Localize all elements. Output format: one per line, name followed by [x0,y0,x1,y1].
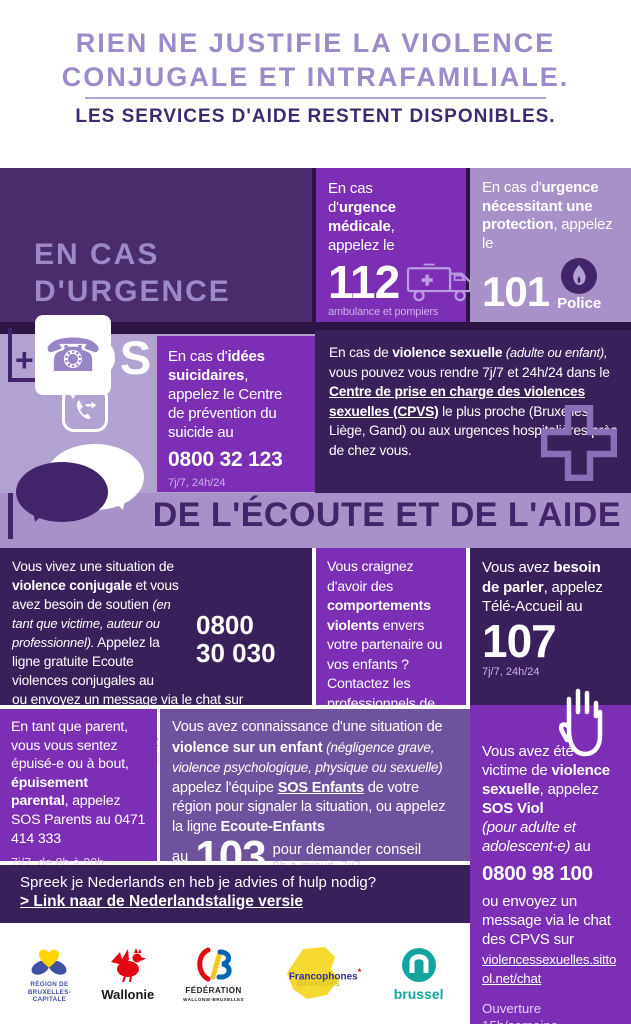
nederlands-question: Spreek je Nederlands en heb je advies of… [20,874,377,891]
tile-suicide: En cas d'idées suicidaires, appelez le C… [157,336,315,492]
tile-tele-accueil-text: Vous avez besoin de parler, appelez Télé… [482,559,603,615]
brussels-map-icon [286,946,339,999]
tile-sos-enfants: Vous avez connaissance d'une situation d… [160,709,470,879]
logo-region-bruxelles-capitale: RÉGION DE BRUXELLES- CAPITALE [26,943,72,1004]
logo-francophones-caption2: Bruxelles [296,977,340,989]
plus-icon: + [15,342,34,378]
tile-112-text: En cas d'urgence médicale, appelez le [328,180,396,254]
urgence-heading: EN CAS D'URGENCE [34,236,231,310]
tile-suicide-hours: 7j/7, 24h/24 [168,477,226,489]
number-sos-viol: 0800 98 100 [482,862,593,885]
heading-tick [8,493,13,539]
cpvs-link[interactable]: Centre de prise en charge des violences … [329,384,585,419]
section-urgence: EN CAS D'URGENCE En cas d'urgence médica… [0,168,631,399]
tile-tele-accueil-hours: 7j/7, 24h/24 [482,665,540,678]
subtitle: LES SERVICES D'AIDE RESTENT DISPONIBLES. [75,106,556,127]
bracket-line-horizontal [8,378,38,382]
tile-violence-conjugale: 0800 30 030 Vous vivez une situation de v… [0,548,312,766]
section-sos: + SOS En cas d'idées suicidaires, appele… [0,328,631,522]
speech-bubble-dark-icon [16,462,108,522]
tile-violence-sexuelle: En cas de violence sexuelle (adulte ou e… [315,330,631,493]
logo-federation-caption2: WALLONIE-BRUXELLES [183,996,244,1002]
police-logo: Police [557,258,601,312]
nederlands-bar: Spreek je Nederlands en heb je advies of… [0,865,470,923]
tile-praxis-text: Vous craignez d'avoir des comportements … [327,558,455,735]
logo-francophones-bruxelles: Bruxelles Francophones* [273,945,365,1003]
tile-112-caption: ambulance et pompiers [328,306,439,318]
phone-bubble: ☎ [35,315,111,399]
urgence-heading-line1: EN CAS [34,238,160,271]
number-103-prefix: au [172,849,189,865]
number-112: 112 [328,256,400,308]
hand-stop-icon [552,682,614,766]
tile-violence-sexuelle-text: En cas de violence sexuelle (adulte ou e… [329,345,618,458]
title-divider [85,97,546,99]
tile-sos-parents: En tant que parent, vous vous sentez épu… [0,709,157,870]
tile-sos-parents-text: En tant que parent, vous vous sentez épu… [11,719,146,847]
link-sos-enfants[interactable]: SOS Enfants [277,779,364,796]
medical-cross-icon [535,399,623,487]
police-flame-icon [561,258,598,294]
ecoute-heading: DE L'ÉCOUTE ET DE L'AIDE [152,496,621,534]
urgence-heading-line2: D'URGENCE [34,275,231,308]
number-ecoute-violences-conjugales: 0800 30 030 [196,610,276,668]
logo-federation-wallonie-bruxelles: FÉDÉRATION WALLONIE-BRUXELLES [183,946,244,1002]
tile-tele-accueil: Vous avez besoin de parler, appelez Télé… [470,548,631,705]
logo-brussel: brussel [394,946,444,1002]
tile-praxis: Vous craignez d'avoir des comportements … [316,548,466,732]
number-101: 101 [482,268,550,315]
number-suicide: 0800 32 123 [168,448,283,471]
logo-wallonie: Wallonie [101,945,154,1002]
logo-francophones-caption1: Francophones* [288,966,362,982]
logo-brussel-caption: brussel [393,985,444,1002]
ambulance-icon [405,260,475,302]
bracket-line-vertical [8,328,12,382]
tile-101-text: En cas d'urgence nécessitant une protect… [482,179,613,252]
title-line-1: RIEN NE JUSTIFIE LA VIOLENCE [75,28,556,58]
logo-wallonie-caption: Wallonie [101,987,155,1002]
tile-101: En cas d'urgence nécessitant une protect… [470,168,631,322]
link-nederlandstalige-versie[interactable]: > Link naar de Nederlandstalige versie [20,893,303,910]
tile-sos-viol: Vous avez été victime de violence sexuel… [470,705,631,1024]
police-label: Police [557,295,602,312]
brussel-n-icon [400,946,438,984]
title-line-2: CONJUGALE ET INTRAFAMILIALE. [61,62,570,92]
logo-region-caption: RÉGION DE BRUXELLES- CAPITALE [27,981,72,1004]
number-107: 107 [482,614,557,667]
tile-en-cas-urgence: EN CAS D'URGENCE [0,168,312,322]
logos-bar: RÉGION DE BRUXELLES- CAPITALE Wallonie [0,923,470,1024]
page-title: RIEN NE JUSTIFIE LA VIOLENCE CONJUGALE E… [0,26,631,94]
number-103-suffix: pour demander conseil [272,841,422,858]
telephone-icon: ☎ [44,329,102,381]
logo-federation-caption1: FÉDÉRATION [185,985,242,995]
fwb-icon [193,946,235,984]
tile-sos-enfants-text: Vous avez connaissance d'une situation d… [172,719,446,835]
link-cpvs-chat[interactable]: violencessexuelles.sittool.net/chat [482,952,617,986]
iris-heart-icon [26,943,72,979]
tile-violence-conjugale-text: 0800 30 030 Vous vivez une situation de v… [12,557,300,729]
rooster-icon [108,945,148,985]
tile-sos-viol-hours: Ouverture 15h/semainevoir horaires sur l… [482,1001,558,1024]
tile-112: En cas d'urgence médicale, appelez le 11… [316,168,472,322]
header: RIEN NE JUSTIFIE LA VIOLENCE CONJUGALE E… [0,0,631,168]
tile-sos-viol-text: Vous avez été victime de violence sexuel… [482,743,610,855]
tile-suicide-text: En cas d'idées suicidaires, appelez le C… [168,348,283,441]
tile-sos-viol-chat-text: ou envoyez un message via le chat des CP… [482,893,617,986]
